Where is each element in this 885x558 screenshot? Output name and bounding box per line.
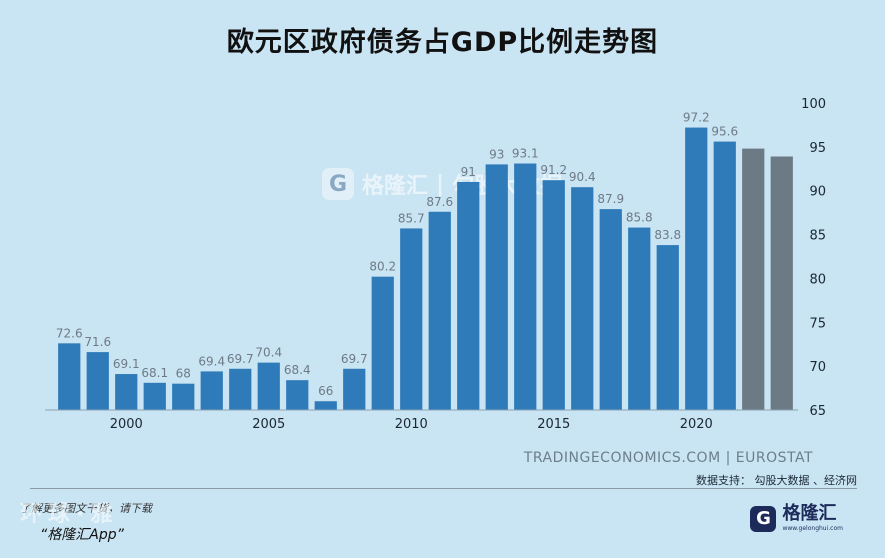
bar	[257, 362, 280, 410]
data-label: 71.6	[84, 335, 111, 349]
bar	[58, 343, 81, 410]
y-tick-label: 100	[801, 97, 826, 112]
data-label: 90.4	[569, 170, 596, 184]
bar	[86, 352, 109, 410]
bar	[314, 401, 337, 410]
x-tick-label: 2010	[395, 417, 428, 432]
data-label: 93	[489, 147, 504, 161]
data-label: 69.1	[113, 357, 140, 371]
x-tick-label: 2005	[252, 417, 285, 432]
y-tick-label: 90	[809, 185, 826, 200]
data-label: 93.1	[512, 147, 539, 161]
y-tick-label: 80	[809, 272, 826, 287]
logo-url: www.gelonghui.com	[782, 525, 843, 532]
y-tick-label: 95	[809, 141, 826, 156]
data-label: 87.9	[597, 192, 624, 206]
watermark-brand: 格隆汇	[362, 174, 429, 199]
x-tick-label: 2020	[680, 417, 713, 432]
y-tick-label: 85	[809, 229, 826, 244]
x-tick-label: 2000	[110, 417, 143, 432]
divider-line	[30, 488, 857, 489]
bar	[713, 141, 736, 410]
footer-note: 环球·雅 了解更多图文干货，请下载	[20, 500, 152, 527]
data-label: 87.6	[426, 195, 453, 209]
bar	[172, 383, 195, 410]
bar	[371, 276, 394, 410]
logo-g-icon: G	[750, 505, 777, 532]
data-label: 91	[461, 165, 476, 179]
footer-app-name: “格隆汇App”	[40, 527, 124, 543]
data-label: 85.8	[626, 211, 653, 225]
data-label: 95.6	[711, 125, 738, 139]
data-label: 69.7	[341, 352, 368, 366]
y-tick-label: 75	[809, 316, 826, 331]
data-label: 68.1	[141, 366, 168, 380]
data-support-text: 数据支持： 勾股大数据 、经济网	[696, 474, 857, 487]
data-label: 70.4	[255, 346, 282, 360]
bar	[656, 245, 679, 410]
data-label: 97.2	[683, 111, 710, 125]
bar	[485, 164, 508, 410]
data-label: 68.4	[284, 363, 311, 377]
bar	[542, 180, 565, 410]
data-label: 72.6	[56, 326, 83, 340]
chart-title: 欧元区政府债务占GDP比例走势图	[226, 27, 659, 58]
logo-name: 格隆汇	[782, 503, 837, 524]
y-tick-label: 70	[809, 360, 826, 375]
data-label: 80.2	[369, 260, 396, 274]
data-label: 68	[176, 367, 191, 381]
data-label: 91.2	[540, 163, 567, 177]
data-label: 85.7	[398, 211, 425, 225]
bar	[229, 368, 252, 410]
bar	[286, 380, 309, 410]
bar	[742, 148, 765, 410]
watermark-divider: |	[436, 171, 445, 197]
y-tick-label: 65	[809, 404, 826, 419]
bar	[428, 211, 451, 410]
bar	[115, 374, 138, 410]
source-text: TRADINGECONOMICS.COM | EUROSTAT	[523, 450, 813, 466]
data-label: 69.4	[198, 354, 225, 368]
data-label: 83.8	[654, 228, 681, 242]
bar	[685, 127, 708, 410]
bar	[770, 156, 793, 410]
bar	[343, 368, 366, 410]
watermark-logo-icon: G	[322, 168, 354, 200]
bar	[457, 181, 480, 410]
bar	[200, 371, 223, 410]
data-label: 69.7	[227, 352, 254, 366]
bar	[514, 163, 537, 410]
footer-note-text: 了解更多图文干货，请下载	[20, 502, 152, 515]
brand-logo: G 格隆汇 www.gelonghui.com	[750, 505, 843, 532]
bar	[143, 382, 166, 410]
footer-ghost-text: 环球·雅	[20, 502, 119, 527]
x-tick-label: 2015	[537, 417, 570, 432]
bar	[400, 228, 423, 410]
data-label: 66	[318, 384, 333, 398]
bar	[628, 227, 651, 410]
bar	[599, 209, 622, 410]
bar	[571, 187, 594, 410]
